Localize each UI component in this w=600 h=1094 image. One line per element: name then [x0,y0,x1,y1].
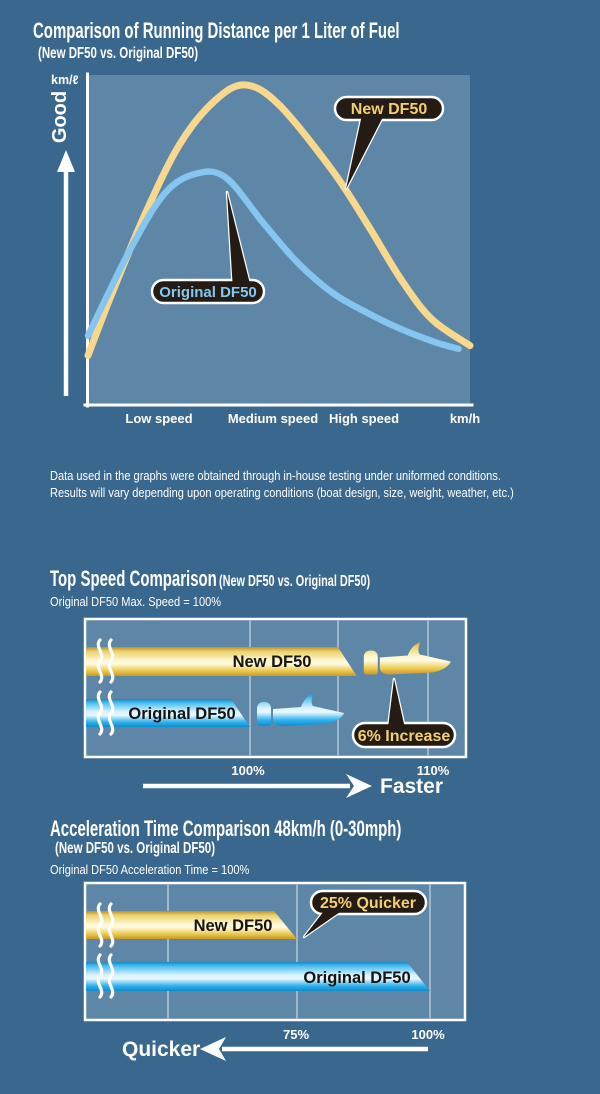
top-speed-note: Original DF50 Max. Speed = 100% [50,594,222,609]
curve-original-df50 [84,168,462,353]
disclaimer-line-2: Results will vary depending upon operati… [50,485,514,500]
acceleration-section-title: Acceleration Time Comparison 48km/h (0-3… [50,816,567,842]
bar-speed-original-label: Original DF50 [128,705,235,723]
bar-speed-new-label: New DF50 [233,653,312,671]
page-subtitle: (New DF50 vs. Original DF50) [38,45,199,62]
good-arrow-head [57,150,75,172]
page-title: Comparison of Running Distance per 1 Lit… [33,18,400,43]
disclaimer-line-1: Data used in the graphs were obtained th… [50,468,501,483]
faster-label: Faster [380,775,443,798]
speed-tick-110: 110% [417,763,450,778]
callout-speed-increase: 6% Increase [351,677,457,749]
acceleration-chart: New DF50 Original DF50 25% Quicker 75% 1… [83,881,467,1061]
callout-accel-quicker-label: 25% Quicker [320,895,416,912]
top-speed-section-title: Top Speed Comparison (New DF50 vs. Origi… [50,566,521,592]
quicker-arrow-head [200,1037,226,1061]
callout-original-df50-label: Original DF50 [159,284,257,301]
bar-accel-new-label: New DF50 [194,917,273,935]
bar-accel-original [86,962,430,991]
good-direction-label: Good [49,91,71,143]
y-axis-unit: km/ℓ [51,73,79,87]
x-label-high-speed: High speed [329,411,399,426]
top-speed-chart: New DF50 Original DF50 6% Increase 100% … [83,617,468,798]
disclaimer: Data used in the graphs were obtained th… [50,467,596,501]
bar-accel-new [86,911,297,939]
x-label-low-speed: Low speed [125,411,192,426]
x-label-medium-speed: Medium speed [228,411,318,426]
accel-tick-100: 100% [411,1027,445,1042]
faster-arrow [143,774,372,798]
top-speed-title-paren: (New DF50 vs. Original DF50) [218,573,371,590]
bar-speed-original [86,699,250,727]
bar-accel-original-label: Original DF50 [303,969,410,987]
callout-original-df50: Original DF50 [150,190,266,305]
x-axis-unit: km/h [450,411,480,426]
acceleration-title-text: Acceleration Time Comparison 48km/h (0-3… [50,816,402,841]
callout-speed-increase-label: 6% Increase [358,728,451,745]
acceleration-note: Original DF50 Acceleration Time = 100% [50,862,250,877]
callout-accel-quicker: 25% Quicker [302,889,428,939]
quicker-arrow [200,1037,428,1061]
faster-arrow-head [346,774,372,798]
acceleration-section-subtitle: (New DF50 vs. Original DF50) [55,840,216,857]
bar-speed-new [86,647,357,676]
accel-tick-75: 75% [283,1027,309,1042]
speed-tick-100: 100% [231,763,265,778]
quicker-label: Quicker [122,1038,200,1061]
callout-new-df50: New DF50 [333,95,445,191]
callout-new-df50-label: New DF50 [351,101,428,118]
good-arrow [57,150,75,396]
top-speed-title-text: Top Speed Comparison [50,566,217,591]
fuel-economy-chart: km/ℓ Good New DF50 Original DF50 [49,72,480,426]
